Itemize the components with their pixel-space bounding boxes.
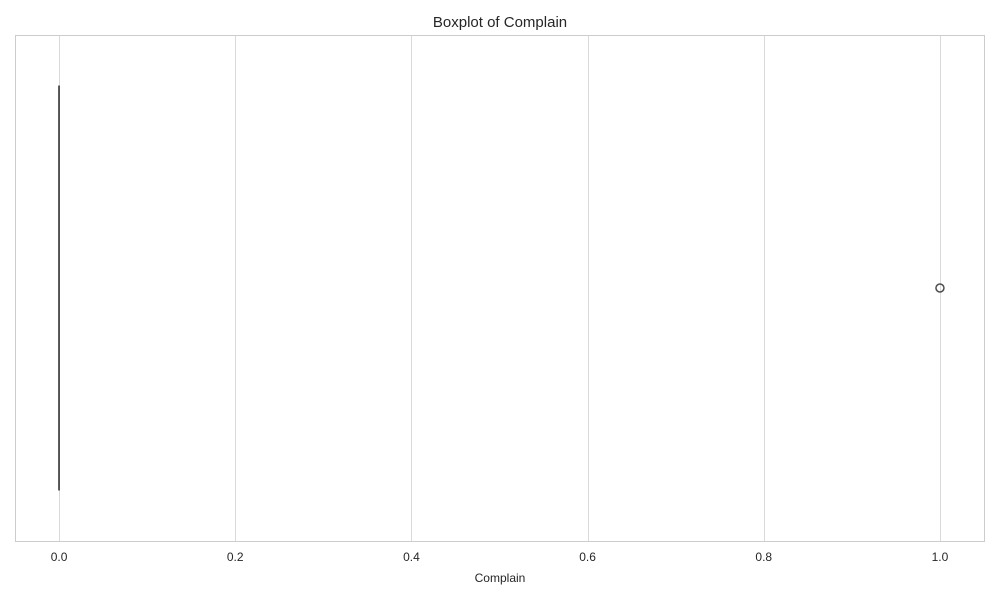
x-tick-label: 0.6 <box>579 550 596 564</box>
outlier-point <box>935 283 945 293</box>
chart-title: Boxplot of Complain <box>433 14 567 31</box>
grid-lines <box>59 35 941 541</box>
x-tick-label: 0.8 <box>755 550 772 564</box>
box-group <box>58 85 945 491</box>
x-tick-label: 1.0 <box>932 550 949 564</box>
plot-frame <box>15 35 985 542</box>
x-tick-label: 0.2 <box>227 550 244 564</box>
x-tick-label: 0.0 <box>51 550 68 564</box>
x-tick-labels: 0.0 0.2 0.4 0.6 0.8 1.0 <box>51 550 949 564</box>
x-axis-label: Complain <box>475 571 526 585</box>
x-tick-label: 0.4 <box>403 550 420 564</box>
box-0 <box>58 85 945 491</box>
